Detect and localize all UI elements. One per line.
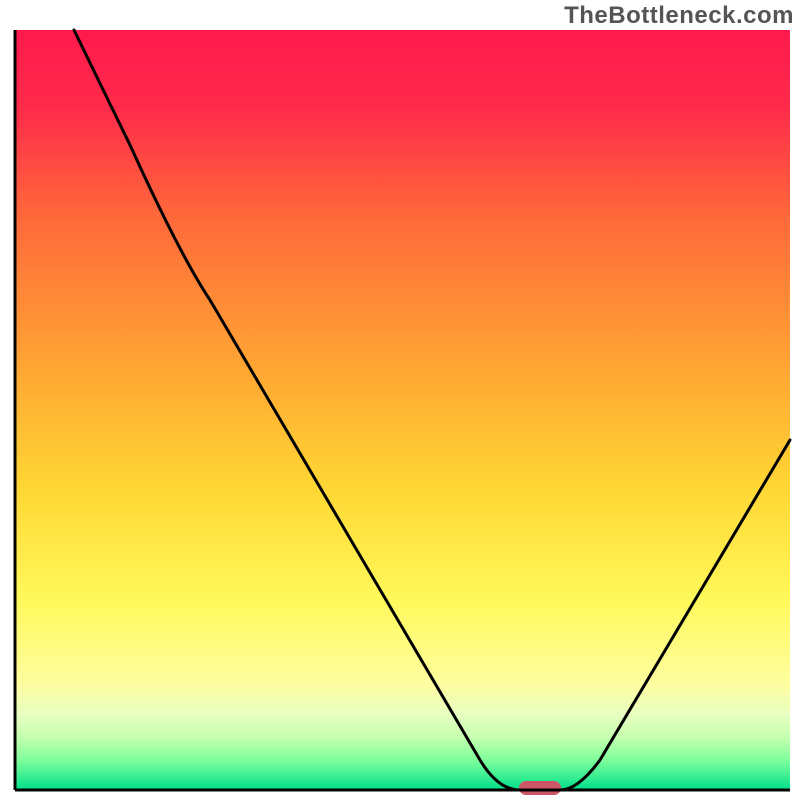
watermark-label: TheBottleneck.com xyxy=(564,2,794,30)
chart-svg xyxy=(0,0,800,800)
plot-background xyxy=(15,30,790,790)
bottleneck-marker xyxy=(519,781,561,795)
bottleneck-chart: TheBottleneck.com xyxy=(0,0,800,800)
